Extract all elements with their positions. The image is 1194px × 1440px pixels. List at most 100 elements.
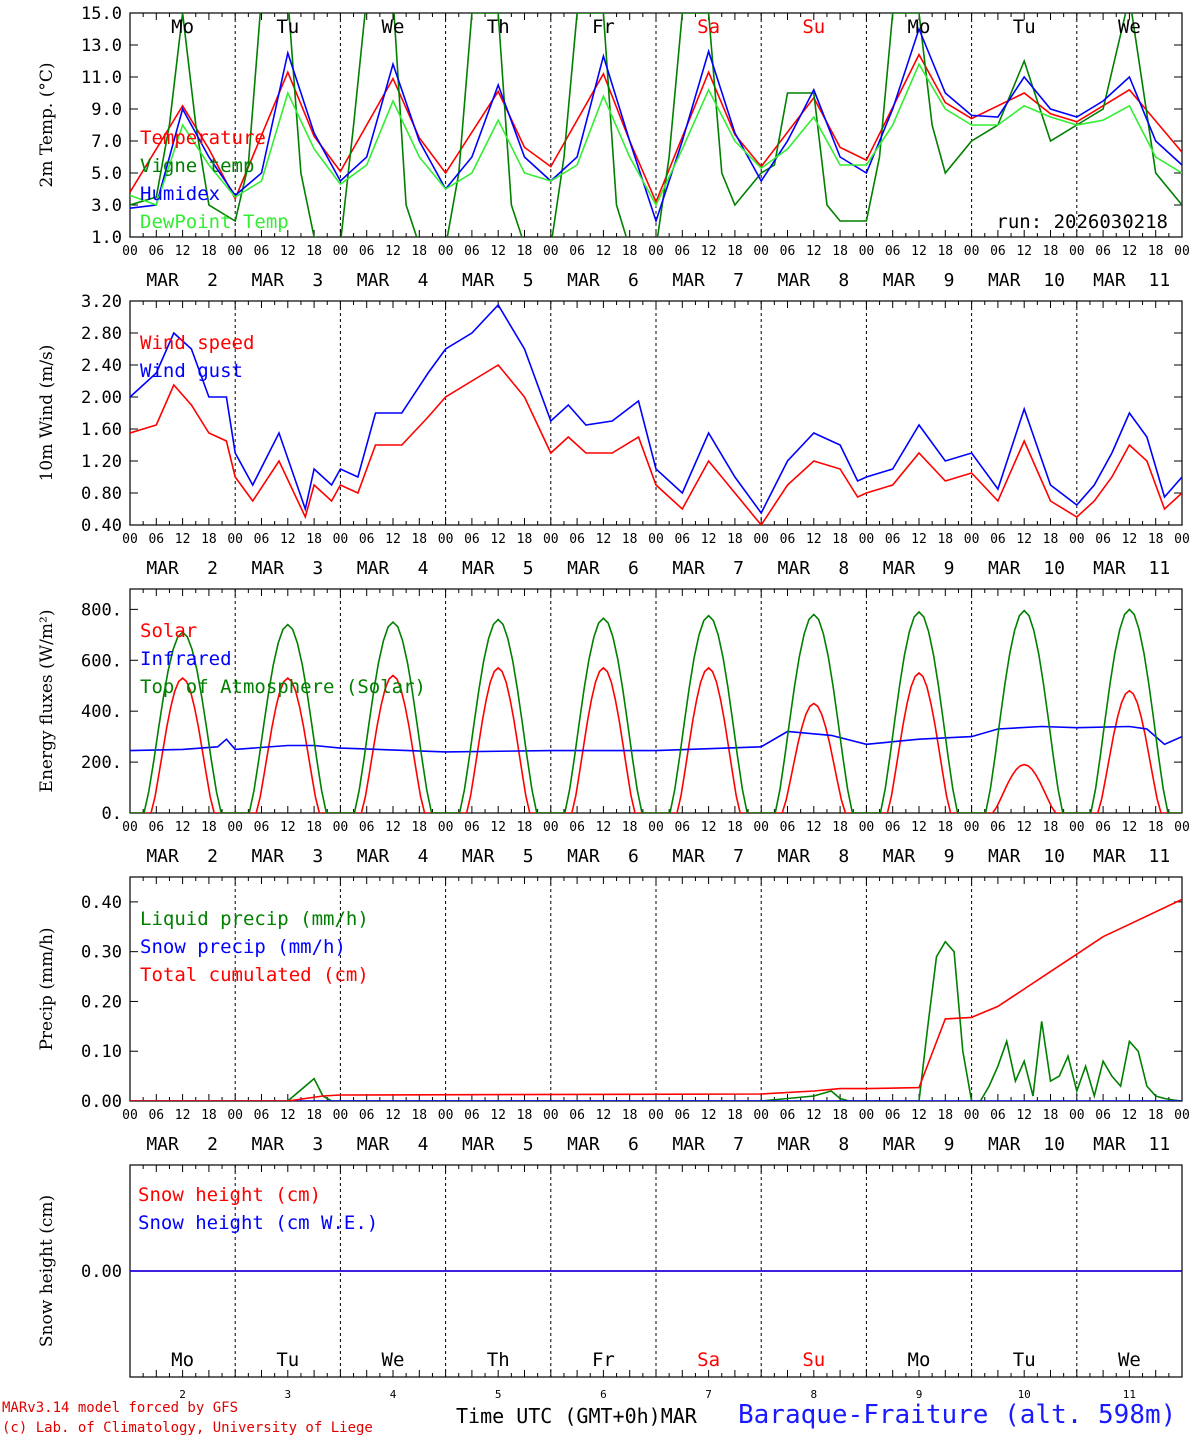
hour-tick-label: 06 [885, 532, 901, 547]
hour-tick-label: 12 [701, 244, 717, 259]
weekday-label: Su [802, 16, 825, 38]
date-label: 2 [207, 1134, 218, 1155]
series-top-of-atmosphere-solar- [130, 608, 1182, 813]
hour-tick-label: 12 [806, 532, 822, 547]
y-tick-label: 0.20 [81, 992, 122, 1012]
hour-tick-label: 00 [227, 820, 243, 835]
hour-tick-label: 06 [1095, 244, 1111, 259]
legend-label: Solar [140, 620, 197, 642]
hour-tick-label: 12 [490, 244, 506, 259]
date-label: 4 [418, 1134, 429, 1155]
hour-tick-label: 00 [648, 532, 664, 547]
hour-tick-label: 06 [780, 820, 796, 835]
month-label: MAR [883, 270, 916, 291]
hour-tick-label: 18 [832, 532, 848, 547]
hour-tick-label: 00 [333, 820, 349, 835]
hour-tick-label: 00 [964, 244, 980, 259]
series-temperature [130, 52, 1182, 204]
hour-tick-label: 06 [254, 1108, 270, 1123]
date-label: 5 [523, 558, 534, 579]
hour-tick-label: 00 [1174, 244, 1190, 259]
date-label: 11 [1149, 1134, 1171, 1155]
hour-tick-label: 12 [911, 820, 927, 835]
hour-tick-label: 18 [1043, 532, 1059, 547]
hour-tick-label: 18 [306, 820, 322, 835]
panel-1: 1.0 3.0 5.0 7.0 9.0 11.0 13.0 15.0 2m Temp. (°C)… [37, 4, 1190, 291]
series-humidex [130, 26, 1182, 224]
month-label: MAR [357, 1134, 390, 1155]
month-label: MAR [672, 846, 705, 867]
hour-tick-label: 12 [911, 1108, 927, 1123]
legend-label: Snow height (cm) [138, 1184, 321, 1206]
month-label: MAR [146, 846, 179, 867]
month-label: MAR [1093, 558, 1126, 579]
month-label: MAR [1093, 1134, 1126, 1155]
hour-tick-label: 18 [517, 244, 533, 259]
legend-label: Liquid precip (mm/h) [140, 908, 369, 930]
hour-tick-label: 12 [596, 820, 612, 835]
hour-tick-label: 18 [727, 820, 743, 835]
hour-tick-label: 12 [806, 1108, 822, 1123]
date-label: 8 [838, 1134, 849, 1155]
legend-label: Snow precip (mm/h) [140, 936, 346, 958]
hour-tick-label: 18 [937, 820, 953, 835]
date-label: 9 [944, 1134, 955, 1155]
hour-tick-label: 12 [596, 532, 612, 547]
hour-tick-label: 12 [385, 820, 401, 835]
hour-tick-label: 18 [1148, 820, 1164, 835]
series-infrared [130, 725, 1182, 753]
month-label: MAR [567, 1134, 600, 1155]
hour-tick-label: 18 [727, 532, 743, 547]
date-label: 5 [523, 270, 534, 291]
hour-tick-label: 18 [201, 532, 217, 547]
hour-tick-label: 18 [622, 820, 638, 835]
month-label: MAR [252, 846, 285, 867]
hour-tick-label: 18 [201, 820, 217, 835]
hour-tick-label: 00 [753, 532, 769, 547]
hour-tick-label: 18 [832, 244, 848, 259]
date-label: 6 [600, 1388, 607, 1401]
hour-tick-label: 18 [622, 244, 638, 259]
hour-tick-label: 00 [438, 1108, 454, 1123]
hour-tick-label: 12 [490, 1108, 506, 1123]
hour-tick-label: 06 [990, 532, 1006, 547]
hour-tick-label: 18 [411, 244, 427, 259]
month-label: MAR [1093, 846, 1126, 867]
month-label: MAR [462, 1134, 495, 1155]
hour-tick-label: 00 [122, 820, 138, 835]
hour-tick-label: 12 [1016, 820, 1032, 835]
date-label: 3 [312, 270, 323, 291]
hour-tick-label: 00 [543, 532, 559, 547]
hour-tick-label: 00 [122, 1108, 138, 1123]
hour-tick-label: 00 [753, 820, 769, 835]
series-wind-speed [130, 363, 1182, 525]
hour-tick-label: 18 [622, 532, 638, 547]
hour-tick-label: 06 [674, 820, 690, 835]
date-label: 2 [179, 1388, 186, 1401]
hour-tick-label: 18 [1043, 820, 1059, 835]
y-tick-label: 0.00 [81, 1262, 122, 1282]
month-label: MAR [988, 1134, 1021, 1155]
station-name: Baraque-Fraiture (alt. 598m) [738, 1400, 1177, 1430]
y-axis-label: 2m Temp. (°C) [37, 62, 57, 187]
hour-tick-label: 00 [1069, 244, 1085, 259]
hour-tick-label: 12 [385, 1108, 401, 1123]
run-annotation: run: 2026030218 [996, 211, 1168, 233]
date-label: 7 [733, 846, 744, 867]
hour-tick-label: 12 [701, 1108, 717, 1123]
hour-tick-label: 00 [859, 1108, 875, 1123]
hour-tick-label: 12 [175, 532, 191, 547]
y-tick-label: 15.0 [81, 4, 122, 24]
date-label: 11 [1149, 270, 1171, 291]
hour-tick-label: 18 [201, 244, 217, 259]
hour-tick-label: 12 [280, 532, 296, 547]
hour-tick-label: 12 [490, 820, 506, 835]
hour-tick-label: 06 [359, 244, 375, 259]
y-tick-label: 2.80 [81, 324, 122, 344]
month-label: MAR [988, 558, 1021, 579]
hour-tick-label: 12 [175, 244, 191, 259]
y-tick-label: 5.0 [91, 164, 122, 184]
hour-tick-label: 06 [885, 820, 901, 835]
series-dewpoint-temp [130, 62, 1182, 207]
month-label: MAR [778, 846, 811, 867]
